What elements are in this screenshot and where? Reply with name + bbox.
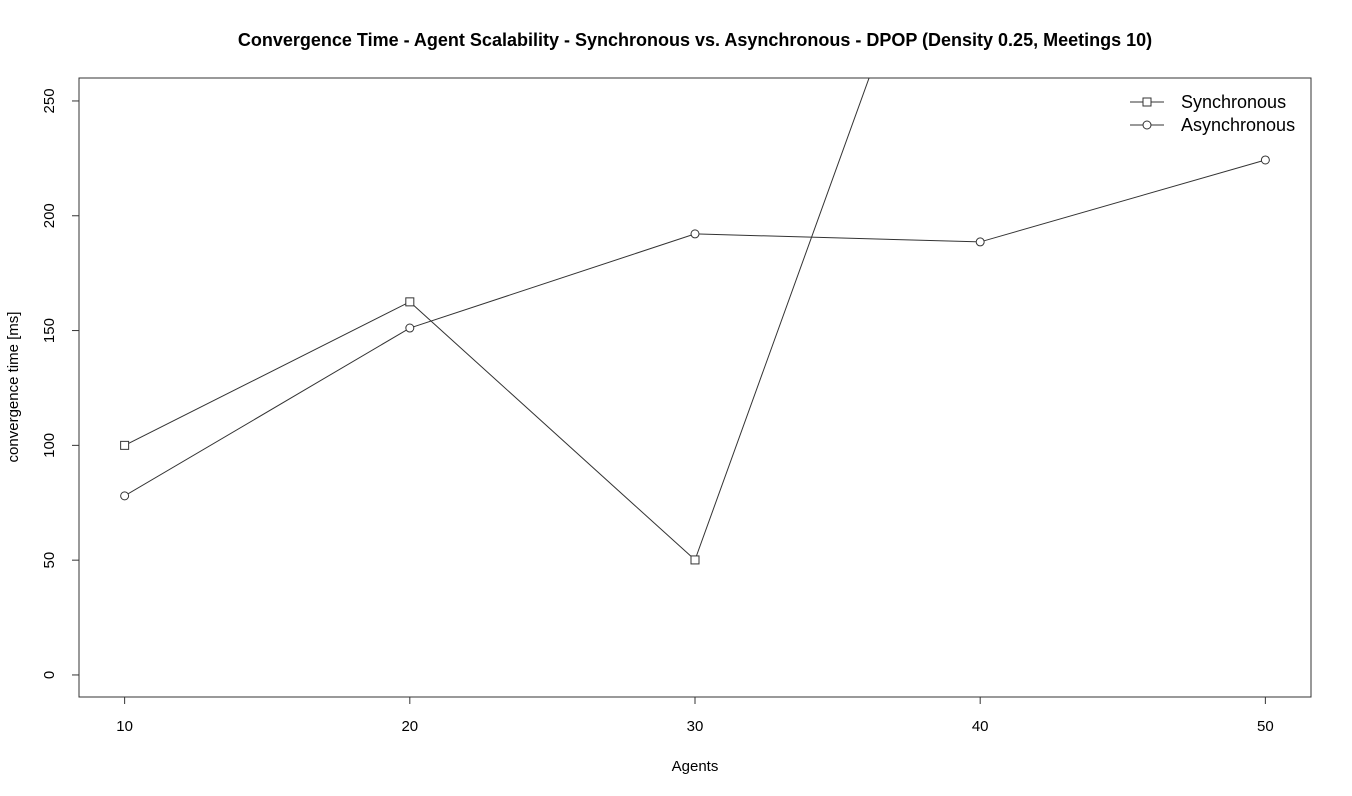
series-line <box>124 78 870 561</box>
marker <box>690 555 700 565</box>
legend-text: Synchronous <box>1181 92 1286 112</box>
y-axis-title: convergence time [ms] <box>5 312 22 463</box>
marker <box>405 323 415 333</box>
x-axis-title: Agents <box>672 758 719 775</box>
marker <box>120 491 130 501</box>
y-tick-label: 0 <box>41 671 58 679</box>
marker <box>690 229 700 239</box>
marker <box>120 440 130 450</box>
marker <box>1142 97 1152 107</box>
y-tick-label: 250 <box>41 88 58 113</box>
y-tick-label: 150 <box>41 318 58 343</box>
legend-text: Asynchronous <box>1181 115 1295 135</box>
plot-area <box>120 78 1270 565</box>
chart-title: Convergence Time - Agent Scalability - S… <box>238 30 1152 50</box>
x-tick-label: 50 <box>1257 718 1274 735</box>
marker <box>405 297 415 307</box>
x-tick-label: 20 <box>401 718 418 735</box>
marker <box>1142 120 1152 130</box>
x-tick-label: 10 <box>116 718 133 735</box>
y-tick-label: 100 <box>41 433 58 458</box>
marker <box>1260 155 1270 165</box>
x-tick-label: 30 <box>687 718 704 735</box>
marker <box>975 237 985 247</box>
y-tick-label: 200 <box>41 203 58 228</box>
x-tick-label: 40 <box>972 718 989 735</box>
y-tick-label: 50 <box>41 552 58 569</box>
